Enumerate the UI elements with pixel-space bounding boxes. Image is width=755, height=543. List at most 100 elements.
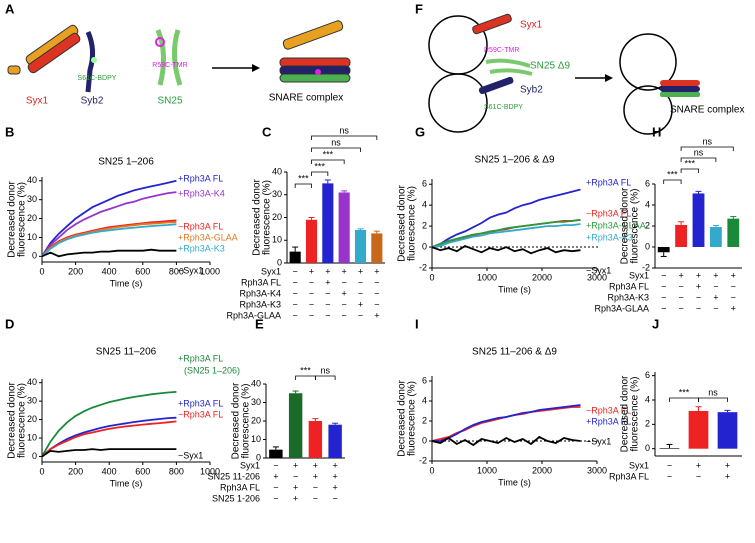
condition-sign: + xyxy=(332,460,337,470)
condition-sign: + xyxy=(696,460,701,470)
condition-sign: − xyxy=(293,299,298,309)
bar xyxy=(288,393,303,458)
condition-sign: − xyxy=(678,281,683,291)
significance-bracket xyxy=(294,183,312,188)
series-line xyxy=(41,420,177,458)
condition-sign: + xyxy=(325,266,330,276)
x-tick-label: 3000 xyxy=(587,272,607,282)
x-tick-label: 600 xyxy=(135,466,150,476)
x-tick-label: 0 xyxy=(39,466,44,476)
condition-sign: − xyxy=(358,288,363,298)
syb2-label: Syb2 xyxy=(520,85,543,96)
complex-helix xyxy=(282,20,344,50)
condition-sign: − xyxy=(313,482,318,492)
condition-sign: − xyxy=(309,299,314,309)
condition-sign: − xyxy=(731,281,736,291)
y-tick-label: -2 xyxy=(419,262,427,272)
condition-sign: + xyxy=(696,281,701,291)
bar xyxy=(354,230,367,263)
series-line xyxy=(41,191,177,257)
y-axis-label: Decreased donor xyxy=(620,187,631,264)
y-tick-label: 2 xyxy=(645,220,650,230)
significance-bracket xyxy=(311,147,361,152)
legend-label: +Rph3A FL xyxy=(178,353,223,363)
y-tick-label: 40 xyxy=(27,175,37,185)
syx1-helix xyxy=(472,13,512,35)
condition-label: Rph3A-K3 xyxy=(607,292,649,302)
series-line xyxy=(431,244,581,255)
significance-bracket xyxy=(311,171,329,176)
condition-sign: + xyxy=(678,270,683,280)
y-tick-label: 2 xyxy=(422,220,427,230)
y-tick-label: 4 xyxy=(422,200,427,210)
significance-label: *** xyxy=(679,387,690,397)
panel-letter: F xyxy=(415,1,423,16)
y-tick-label: 2 xyxy=(645,419,650,429)
condition-sign: + xyxy=(725,460,730,470)
condition-sign: − xyxy=(358,310,363,320)
condition-sign: − xyxy=(374,299,379,309)
condition-sign: − xyxy=(309,288,314,298)
y-tick-label: 40 xyxy=(251,378,261,388)
x-axis-label: Time (s) xyxy=(498,284,531,294)
y-axis-label: fluorescence (%) xyxy=(630,376,641,451)
condition-label: Rph3A-GLAA xyxy=(594,303,649,313)
condition-sign: + xyxy=(293,493,298,503)
condition-sign: − xyxy=(309,277,314,287)
condition-label: SN25 11-206 xyxy=(208,471,260,481)
condition-label: Rph3A FL xyxy=(241,277,281,287)
condition-sign: + xyxy=(273,471,278,481)
bar xyxy=(338,192,350,263)
condition-sign: + xyxy=(358,299,363,309)
arrow-head xyxy=(252,64,260,72)
significance-label: ns xyxy=(694,147,704,157)
dye xyxy=(91,57,97,63)
y-tick-label: 40 xyxy=(272,166,282,176)
bar xyxy=(308,421,323,458)
condition-sign: + xyxy=(374,266,379,276)
legend-label: −Rph3A FL xyxy=(586,208,631,218)
significance-label: ns xyxy=(339,125,349,135)
dye xyxy=(155,37,165,47)
condition-sign: − xyxy=(293,288,298,298)
condition-sign: − xyxy=(661,303,666,313)
chart-title: SN25 11–206 & Δ9 xyxy=(472,347,557,358)
significance-bracket xyxy=(295,375,316,380)
y-tick-label: 0 xyxy=(277,257,282,267)
y-axis-label: Decreased donor xyxy=(397,184,408,261)
y-axis-label: fluorescence (%) xyxy=(407,186,418,261)
sn25-shape xyxy=(155,29,183,86)
y-tick-label: 40 xyxy=(27,377,37,387)
significance-bracket xyxy=(680,168,699,173)
dye-label: S61C-BDPY xyxy=(78,75,117,82)
series-line xyxy=(41,219,177,257)
dye-label: R59C-TMR xyxy=(484,47,519,54)
condition-sign: − xyxy=(696,471,701,481)
y-axis-label: fluorescence (%) xyxy=(241,383,252,458)
panel-letter: H xyxy=(652,124,661,139)
y-tick-label: 0 xyxy=(422,435,427,445)
significance-bracket xyxy=(663,179,682,184)
condition-sign: + xyxy=(325,277,330,287)
condition-sign: − xyxy=(374,288,379,298)
panel-letter: E xyxy=(255,316,264,331)
vesicle xyxy=(428,73,488,133)
y-tick-label: 10 xyxy=(251,434,261,444)
series-line xyxy=(431,435,581,447)
y-tick-label: 20 xyxy=(251,415,261,425)
condition-sign: − xyxy=(713,303,718,313)
panel-letter: D xyxy=(5,316,14,331)
dye xyxy=(315,69,321,75)
bar xyxy=(717,412,738,449)
syx1-habc xyxy=(7,65,21,75)
bar xyxy=(657,247,670,253)
condition-sign: − xyxy=(667,460,672,470)
condition-sign: − xyxy=(325,299,330,309)
series-line xyxy=(432,404,581,442)
y-tick-label: 10 xyxy=(27,432,37,442)
panel-letter: I xyxy=(415,316,419,331)
y-tick-label: 0 xyxy=(645,443,650,453)
legend-label: −Syx1 xyxy=(586,436,611,446)
x-tick-label: 200 xyxy=(68,266,83,276)
